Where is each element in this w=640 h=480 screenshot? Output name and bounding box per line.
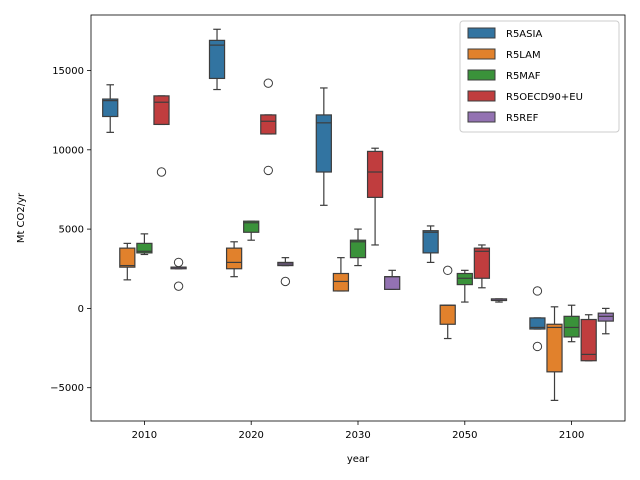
axis-layer: −5000 0 5000 10000 15000 2010 2020 2030 2050 2100 bbox=[50, 66, 584, 441]
box bbox=[349, 239, 367, 259]
series-r5lam bbox=[119, 241, 563, 401]
box bbox=[529, 317, 546, 330]
x-tick-label: 2010 bbox=[132, 430, 157, 441]
box bbox=[136, 242, 153, 254]
legend-label: R5LAM bbox=[506, 50, 541, 61]
box bbox=[366, 150, 384, 198]
legend-swatch bbox=[467, 69, 496, 81]
x-tick-label: 2020 bbox=[238, 430, 263, 441]
box bbox=[456, 272, 473, 286]
box bbox=[225, 247, 243, 270]
legend-swatch bbox=[467, 27, 496, 39]
box bbox=[315, 114, 332, 173]
outlier-point bbox=[173, 257, 184, 268]
y-tick-label: 5000 bbox=[59, 225, 84, 236]
legend-frame bbox=[459, 20, 620, 133]
outlier-point bbox=[263, 165, 273, 176]
series-r5ref bbox=[170, 257, 614, 335]
box bbox=[563, 315, 580, 338]
box bbox=[439, 304, 456, 325]
outlier-point bbox=[156, 167, 167, 177]
box bbox=[243, 220, 260, 233]
box bbox=[332, 272, 350, 292]
series-r5maf bbox=[136, 220, 580, 343]
plot-layer bbox=[102, 28, 614, 401]
legend-swatch bbox=[467, 48, 496, 60]
y-tick-label: −5000 bbox=[50, 383, 84, 394]
box bbox=[597, 312, 614, 322]
box bbox=[384, 276, 401, 290]
legend-label: R5ASIA bbox=[506, 29, 542, 40]
box bbox=[119, 247, 136, 268]
box bbox=[102, 98, 119, 118]
outlier-point bbox=[173, 281, 184, 291]
y-tick-label: 15000 bbox=[52, 66, 84, 77]
legend-label: R5OECD90+EU bbox=[506, 92, 583, 103]
box bbox=[422, 230, 439, 254]
outlier-point bbox=[532, 286, 543, 296]
series-r5oecd90-eu bbox=[153, 78, 597, 362]
box bbox=[580, 318, 597, 362]
outlier-point bbox=[532, 341, 543, 352]
legend-label: R5REF bbox=[506, 113, 539, 124]
x-axis-label: year bbox=[347, 454, 370, 465]
x-tick-label: 2100 bbox=[559, 430, 584, 441]
series-r5asia bbox=[102, 28, 546, 352]
y-tick-label: 0 bbox=[78, 304, 84, 315]
legend-swatch bbox=[467, 90, 496, 102]
y-axis-label: Mt CO2/yr bbox=[16, 192, 27, 243]
legend: R5ASIA R5LAM R5MAF R5OECD90+EU R5REF bbox=[459, 20, 620, 133]
box bbox=[260, 114, 277, 135]
box bbox=[546, 323, 563, 373]
box bbox=[153, 95, 170, 126]
outlier-point bbox=[263, 78, 273, 88]
legend-swatch bbox=[467, 111, 496, 123]
box bbox=[208, 39, 226, 80]
legend-label: R5MAF bbox=[506, 71, 541, 82]
x-tick-label: 2030 bbox=[345, 430, 370, 441]
y-tick-label: 10000 bbox=[52, 145, 84, 156]
outlier-point bbox=[443, 265, 453, 276]
box bbox=[473, 247, 491, 279]
x-tick-label: 2050 bbox=[452, 430, 477, 441]
outlier-point bbox=[280, 276, 291, 287]
